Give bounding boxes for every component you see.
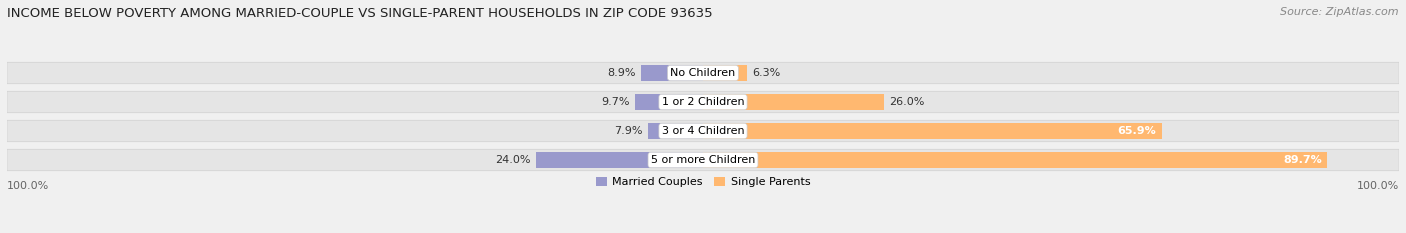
Text: INCOME BELOW POVERTY AMONG MARRIED-COUPLE VS SINGLE-PARENT HOUSEHOLDS IN ZIP COD: INCOME BELOW POVERTY AMONG MARRIED-COUPL… — [7, 7, 713, 20]
FancyBboxPatch shape — [7, 91, 1399, 113]
FancyBboxPatch shape — [7, 149, 1399, 171]
Text: 24.0%: 24.0% — [495, 155, 530, 165]
Text: 100.0%: 100.0% — [7, 181, 49, 191]
Text: 3 or 4 Children: 3 or 4 Children — [662, 126, 744, 136]
Bar — [703, 152, 1327, 168]
Text: No Children: No Children — [671, 68, 735, 78]
Bar — [648, 123, 703, 138]
Text: 65.9%: 65.9% — [1118, 126, 1156, 136]
Text: 5 or more Children: 5 or more Children — [651, 155, 755, 165]
Text: 9.7%: 9.7% — [602, 97, 630, 107]
Text: Source: ZipAtlas.com: Source: ZipAtlas.com — [1281, 7, 1399, 17]
FancyBboxPatch shape — [7, 120, 1399, 142]
Bar — [703, 65, 747, 81]
Text: 7.9%: 7.9% — [614, 126, 643, 136]
Text: 89.7%: 89.7% — [1282, 155, 1322, 165]
Bar — [703, 123, 1161, 138]
Bar — [641, 65, 703, 81]
Bar — [536, 152, 703, 168]
Text: 1 or 2 Children: 1 or 2 Children — [662, 97, 744, 107]
Text: 26.0%: 26.0% — [890, 97, 925, 107]
Legend: Married Couples, Single Parents: Married Couples, Single Parents — [592, 172, 814, 192]
Text: 6.3%: 6.3% — [752, 68, 780, 78]
FancyBboxPatch shape — [7, 62, 1399, 84]
Bar — [636, 95, 703, 110]
Text: 100.0%: 100.0% — [1357, 181, 1399, 191]
Bar — [703, 95, 884, 110]
Text: 8.9%: 8.9% — [607, 68, 636, 78]
